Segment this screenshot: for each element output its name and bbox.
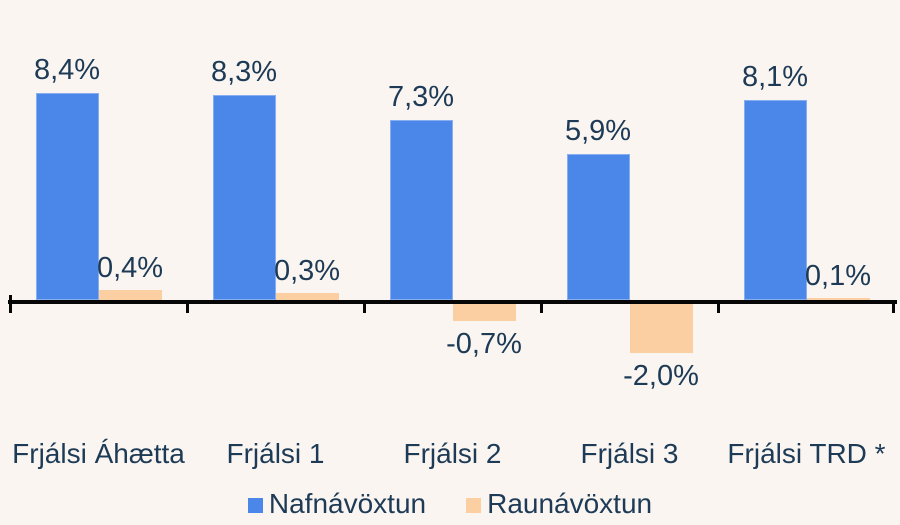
bar-raun-v-xtun-frj-lsi-2	[452, 304, 516, 322]
value-label-nafn-v-xtun-frj-lsi-2: 7,3%	[387, 80, 455, 113]
x-axis-tick	[717, 300, 720, 313]
x-axis-tick	[892, 300, 895, 313]
x-axis-tick	[540, 300, 543, 313]
x-axis-tick	[9, 295, 12, 313]
legend-label-raunavoxtun: Raunávöxtun	[487, 488, 653, 519]
value-label-nafn-v-xtun-frj-lsi-1: 8,3%	[210, 55, 278, 88]
legend-swatch-orange-icon	[466, 497, 482, 513]
bar-raun-v-xtun-frj-lsi-3	[629, 304, 693, 354]
x-axis-tick	[186, 300, 189, 313]
bar-raun-v-xtun-frj-lsi-trd	[806, 297, 870, 300]
value-label-nafn-v-xtun-frj-lsi-trd: 8,1%	[741, 60, 809, 93]
category-label-frj-lsi-3: Frjálsi 3	[580, 438, 679, 469]
bar-nafn-v-xtun-frj-lsi-h-tta	[35, 92, 99, 300]
bar-nafn-v-xtun-frj-lsi-trd	[743, 99, 807, 300]
value-label-nafn-v-xtun-frj-lsi-3: 5,9%	[564, 115, 632, 148]
bar-raun-v-xtun-frj-lsi-1	[275, 292, 339, 300]
legend-item-nafnavoxtun: Nafnávöxtun	[247, 488, 427, 519]
value-label-nafn-v-xtun-frj-lsi-h-tta: 8,4%	[33, 53, 101, 86]
value-label-raun-v-xtun-frj-lsi-h-tta: 0,4%	[96, 252, 164, 285]
category-label-frj-lsi-2: Frjálsi 2	[403, 438, 502, 469]
legend: Nafnávöxtun Raunávöxtun	[0, 489, 900, 519]
bar-nafn-v-xtun-frj-lsi-3	[566, 154, 630, 300]
x-axis-line	[8, 300, 897, 304]
value-label-raun-v-xtun-frj-lsi-3: -2,0%	[623, 360, 699, 393]
bar-nafn-v-xtun-frj-lsi-1	[212, 94, 276, 300]
value-label-raun-v-xtun-frj-lsi-trd: 0,1%	[804, 259, 871, 292]
value-label-raun-v-xtun-frj-lsi-2: -0,7%	[446, 328, 522, 361]
value-label-raun-v-xtun-frj-lsi-1: 0,3%	[273, 254, 341, 287]
x-axis-tick	[363, 300, 366, 313]
legend-label-nafnavoxtun: Nafnávöxtun	[268, 488, 427, 519]
legend-item-raunavoxtun: Raunávöxtun	[466, 489, 652, 519]
bar-nafn-v-xtun-frj-lsi-2	[389, 119, 453, 300]
category-label-frj-lsi-1: Frjálsi 1	[226, 438, 325, 469]
legend-swatch-blue-icon	[247, 497, 263, 513]
category-label-frj-lsi-h-tta: Frjálsi Áhætta	[12, 438, 185, 469]
bar-raun-v-xtun-frj-lsi-h-tta	[98, 290, 162, 300]
category-label-frj-lsi-trd: Frjálsi TRD *	[727, 438, 886, 469]
